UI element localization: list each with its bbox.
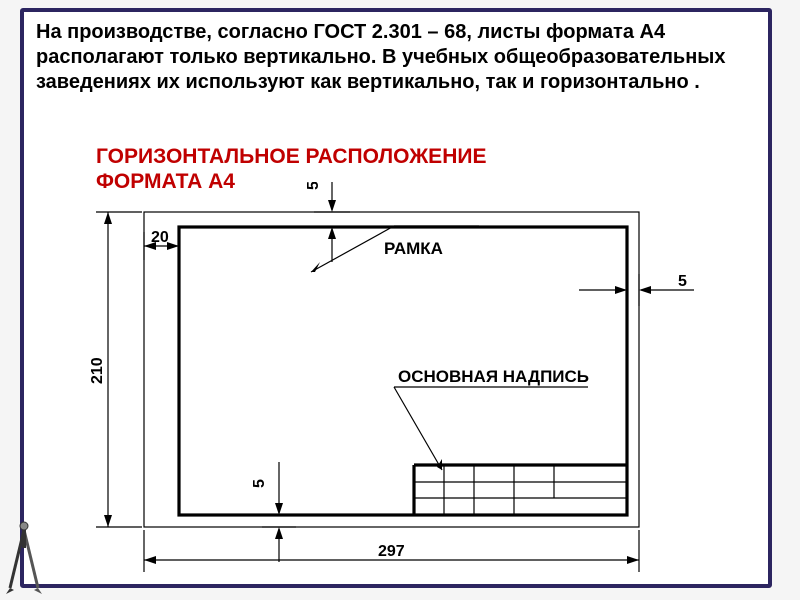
title-block [414,465,627,515]
dim-left-margin: 20 [144,229,179,260]
titleblock-label-text: ОСНОВНАЯ НАДПИСЬ [398,367,589,386]
intro-paragraph: На производстве, согласно ГОСТ 2.301 – 6… [36,20,756,95]
dim-right-value: 5 [678,273,687,290]
titleblock-label-leader: ОСНОВНАЯ НАДПИСЬ [394,367,589,470]
dim-top-margin: 5 [305,182,350,262]
dim-width: 297 [144,530,639,572]
dim-bottom-margin: 5 [251,462,296,562]
dim-bottom-value: 5 [251,479,268,488]
slide-frame: На производстве, согласно ГОСТ 2.301 – 6… [20,8,772,588]
title-line1: ГОРИЗОНТАЛЬНОЕ РАСПОЛОЖЕНИЕ [96,145,486,168]
frame-label-text: РАМКА [384,239,443,258]
dim-right-margin: 5 [579,273,694,306]
dim-height-value: 210 [89,357,106,384]
compass-icon [0,516,48,596]
frame-label-leader: РАМКА [311,226,479,272]
dim-left-value: 20 [151,229,169,246]
dim-top-value: 5 [305,182,322,190]
a4-format-diagram: РАМКА ОСНОВНАЯ НАДПИСЬ 5 20 [84,182,754,582]
dim-width-value: 297 [378,543,405,560]
dim-height: 210 [89,212,142,527]
